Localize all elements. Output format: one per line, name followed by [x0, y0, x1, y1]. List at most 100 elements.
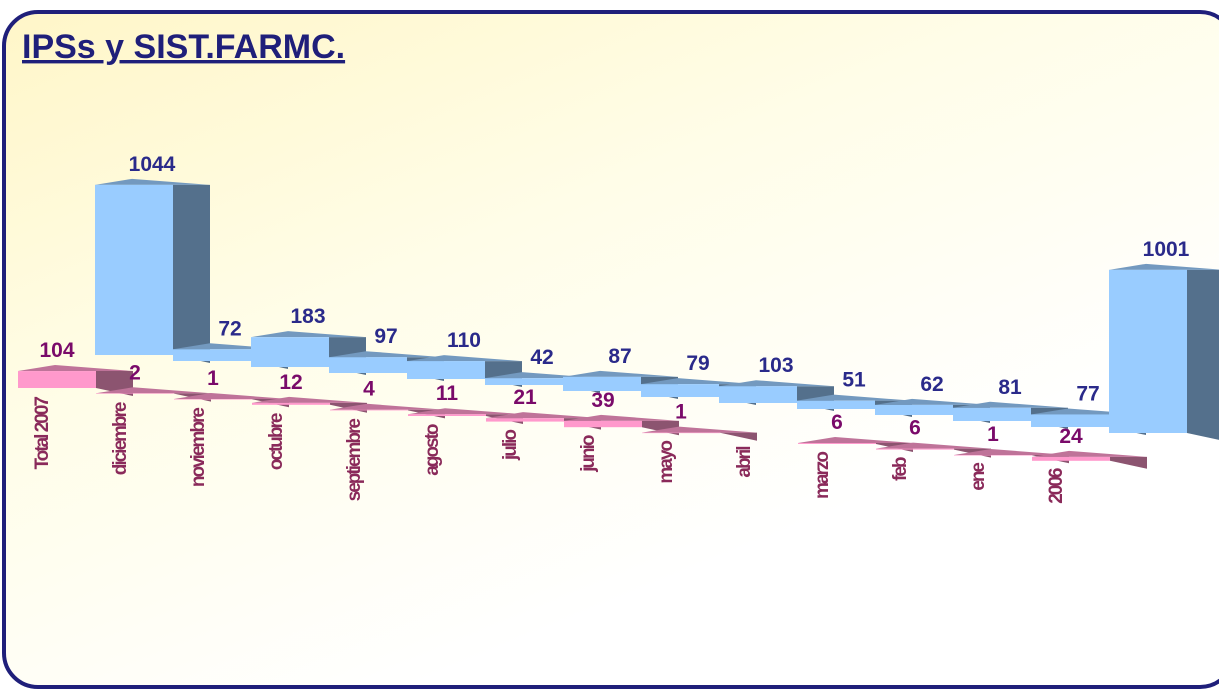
value-label: 6 [909, 417, 921, 440]
value-label: 1 [987, 423, 999, 446]
value-label: 103 [758, 354, 793, 377]
x-tick-label: junio [578, 435, 599, 473]
bar-top [329, 351, 444, 358]
value-label: 6 [831, 411, 843, 434]
bar-front [330, 409, 408, 411]
frame [2, 10, 1219, 689]
value-label: 42 [530, 346, 553, 369]
bar-front [719, 386, 797, 403]
chart-title: IPSs y SIST.FARMC. [22, 28, 345, 66]
bar-front [954, 455, 1032, 456]
bar [1032, 450, 1147, 469]
value-label: 1001 [1143, 238, 1190, 261]
bar-front [251, 337, 329, 367]
value-label: 81 [998, 376, 1022, 399]
value-label: 12 [279, 371, 302, 394]
x-tick-label: marzo [812, 452, 833, 499]
value-label: 110 [447, 329, 481, 352]
bar-side [720, 432, 757, 441]
bar-top [797, 394, 912, 401]
bar-front [642, 432, 720, 434]
bar-front [875, 404, 953, 415]
bar-top [642, 426, 757, 433]
value-label: 79 [686, 352, 709, 375]
x-tick-label: mayo [656, 441, 677, 484]
bar-front [953, 407, 1031, 421]
bar-side [1187, 269, 1219, 440]
bar-front [564, 420, 642, 428]
value-label: 183 [290, 305, 325, 328]
value-label: 1 [207, 367, 219, 390]
bar [1109, 263, 1219, 440]
value-label: 72 [218, 317, 241, 340]
bar-top [95, 178, 210, 185]
bar-front [641, 384, 719, 397]
value-label: 21 [513, 386, 537, 409]
bar-front [1032, 456, 1110, 461]
value-label: 39 [591, 389, 614, 412]
value-label: 62 [920, 373, 943, 396]
value-label: 1 [675, 401, 687, 424]
value-label: 11 [436, 382, 459, 405]
bar-front [173, 349, 251, 361]
bar-top [96, 387, 211, 394]
bar-front [174, 399, 252, 400]
bar-front [798, 443, 876, 444]
value-label: 87 [608, 345, 631, 368]
x-tick-label: noviembre [188, 408, 209, 488]
bar-top [252, 396, 367, 403]
bar-top [1032, 450, 1147, 457]
x-tick-label: ene [968, 463, 989, 491]
bar-top [876, 442, 991, 449]
bar-top [408, 408, 523, 415]
bar-top [486, 412, 601, 419]
value-label: 4 [363, 378, 375, 401]
bar-front [329, 357, 407, 373]
bar-front [486, 418, 564, 422]
bar-top [953, 401, 1068, 408]
value-label: 97 [374, 325, 397, 348]
x-tick-label: abril [734, 447, 755, 478]
bar-front [797, 400, 875, 409]
value-label: 77 [1076, 382, 1099, 405]
bar-front [408, 414, 486, 416]
bar-top [174, 393, 289, 400]
bar-top [641, 378, 756, 385]
bar-front [252, 402, 330, 405]
value-label: 1044 [129, 153, 176, 176]
x-tick-label: julio [500, 430, 521, 461]
x-tick-label: feb [890, 457, 911, 481]
value-label: 104 [39, 339, 74, 362]
value-label: 51 [842, 369, 866, 392]
bar-top [798, 437, 913, 444]
bar-top [954, 449, 1069, 456]
bar [642, 426, 757, 441]
bar-front [876, 448, 954, 450]
bar-top [563, 370, 678, 377]
bar-top [564, 414, 679, 421]
bar-top [330, 403, 445, 410]
bar-front [95, 184, 173, 355]
bar-top [1109, 263, 1219, 270]
x-tick-label: Total 2007 [32, 397, 53, 470]
bar-front [1109, 269, 1187, 433]
bar-front [407, 361, 485, 379]
bar-front [96, 393, 174, 394]
x-tick-label: agosto [422, 424, 443, 476]
bar [95, 178, 210, 363]
bar-top [18, 365, 133, 372]
bar-side [173, 184, 210, 363]
bar-front [1031, 414, 1109, 427]
x-tick-label: diciembre [110, 402, 131, 475]
value-label: 24 [1059, 425, 1083, 448]
bar-top [875, 398, 990, 405]
x-tick-label: octubre [266, 413, 287, 470]
bar-top [407, 355, 522, 362]
x-tick-label: septiembre [344, 419, 365, 502]
bar-front [18, 371, 96, 388]
bar-top [719, 380, 834, 387]
bar-side [1110, 456, 1147, 469]
bar-front [485, 378, 563, 385]
